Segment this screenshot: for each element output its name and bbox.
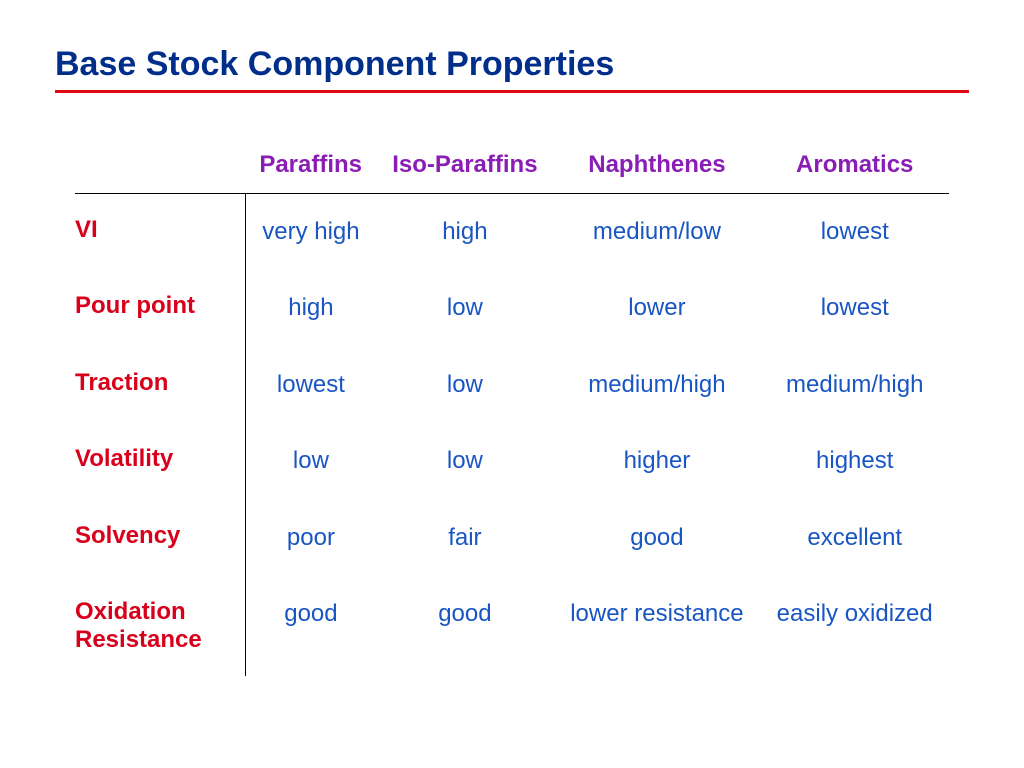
col-naphthenes: Naphthenes: [553, 143, 760, 194]
page-title: Base Stock Component Properties: [55, 45, 969, 84]
cell: medium/high: [553, 347, 760, 423]
cell: high: [245, 270, 376, 346]
cell: low: [245, 423, 376, 499]
row-label-oxidation-resistance: Oxidation Resistance: [75, 576, 245, 676]
cell: lower: [553, 270, 760, 346]
cell: good: [376, 576, 553, 676]
title-underline: [55, 90, 969, 93]
cell: lowest: [760, 194, 949, 271]
cell: highest: [760, 423, 949, 499]
cell: medium/low: [553, 194, 760, 271]
row-label-volatility: Volatility: [75, 423, 245, 499]
cell: very high: [245, 194, 376, 271]
cell: medium/high: [760, 347, 949, 423]
cell: low: [376, 423, 553, 499]
cell: excellent: [760, 500, 949, 576]
col-aromatics: Aromatics: [760, 143, 949, 194]
cell: low: [376, 270, 553, 346]
cell: high: [376, 194, 553, 271]
cell: higher: [553, 423, 760, 499]
cell: low: [376, 347, 553, 423]
table-row: Oxidation Resistance good good lower res…: [75, 576, 949, 676]
col-paraffins: Paraffins: [245, 143, 376, 194]
table-row: Solvency poor fair good excellent: [75, 500, 949, 576]
cell: lowest: [245, 347, 376, 423]
cell: lower resistance: [553, 576, 760, 676]
column-header-row: Paraffins Iso-Paraffins Naphthenes Aroma…: [75, 143, 949, 194]
cell: easily oxidized: [760, 576, 949, 676]
properties-table-wrap: Paraffins Iso-Paraffins Naphthenes Aroma…: [55, 143, 969, 676]
properties-table: Paraffins Iso-Paraffins Naphthenes Aroma…: [75, 143, 949, 676]
row-label-solvency: Solvency: [75, 500, 245, 576]
table-row: Volatility low low higher highest: [75, 423, 949, 499]
table-row: VI very high high medium/low lowest: [75, 194, 949, 271]
header-spacer: [75, 143, 245, 194]
table-row: Traction lowest low medium/high medium/h…: [75, 347, 949, 423]
table-row: Pour point high low lower lowest: [75, 270, 949, 346]
row-label-traction: Traction: [75, 347, 245, 423]
col-iso-paraffins: Iso-Paraffins: [376, 143, 553, 194]
cell: poor: [245, 500, 376, 576]
cell: good: [245, 576, 376, 676]
cell: fair: [376, 500, 553, 576]
row-label-vi: VI: [75, 194, 245, 271]
cell: good: [553, 500, 760, 576]
row-label-pour-point: Pour point: [75, 270, 245, 346]
cell: lowest: [760, 270, 949, 346]
